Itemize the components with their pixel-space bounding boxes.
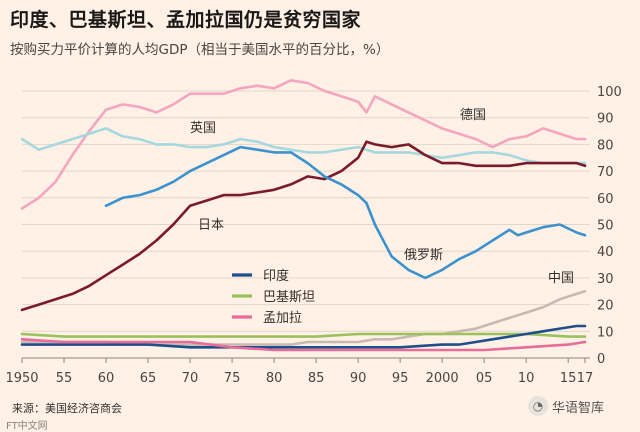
- series-line-japan: [20, 140, 587, 312]
- ytick-label-3: 30: [597, 272, 614, 287]
- xtick-label-4: 70: [182, 371, 199, 386]
- xtick-label-14: 17: [577, 371, 594, 386]
- xtick-label-8: 90: [350, 371, 367, 386]
- ytick-label-6: 60: [597, 192, 614, 207]
- xtick-label-7: 85: [308, 371, 325, 386]
- xtick-label-6: 80: [266, 371, 283, 386]
- series-line-pakistan: [20, 332, 587, 338]
- xtick-label-12: 10: [518, 371, 535, 386]
- series-label-china: 中国: [548, 271, 574, 286]
- series-line-india: [20, 324, 587, 349]
- xtick-label-10: 2000: [426, 371, 459, 386]
- xtick-label-9: 95: [392, 371, 409, 386]
- ytick-label-7: 70: [597, 165, 614, 180]
- series-line-uk: [20, 127, 587, 165]
- xtick-label-1: 55: [56, 371, 73, 386]
- ytick-label-0: 0: [597, 352, 605, 367]
- ytick-label-9: 90: [597, 112, 614, 127]
- xtick-label-2: 60: [98, 371, 115, 386]
- series-line-russia: [104, 145, 587, 280]
- ytick-label-10: 100: [597, 85, 622, 100]
- xtick-label-5: 75: [224, 371, 241, 386]
- ft-logo: FT中文网: [6, 421, 48, 432]
- xtick-label-3: 65: [140, 371, 157, 386]
- ytick-label-1: 10: [597, 325, 614, 340]
- legend-label-india: 印度: [263, 268, 289, 284]
- ytick-label-2: 20: [597, 299, 614, 314]
- series-label-russia: 俄罗斯: [404, 248, 443, 263]
- watermark-text: 华语智库: [552, 400, 605, 416]
- y-axis: 0 10 20 30 40 50 60 70 80 90 100: [597, 85, 622, 367]
- x-axis: 1950 55 60 65 70 75 80 85 90 95 2000 05 10 15 17: [5, 358, 593, 386]
- xtick-label-11: 05: [476, 371, 493, 386]
- watermark: ◔ 华语智库: [528, 396, 604, 416]
- wechat-icon: ◔: [528, 396, 548, 416]
- xtick-label-0: 1950: [5, 371, 38, 386]
- series-layer: [20, 79, 587, 352]
- chart-subtitle: 按购买力平价计算的人均GDP（相当于美国水平的百分比，%）: [10, 42, 390, 58]
- ytick-label-5: 50: [597, 219, 614, 234]
- legend-label-bangladesh: 孟加拉: [263, 311, 302, 326]
- series-label-uk: 英国: [190, 121, 216, 136]
- source-note: 来源：美国经济咨商会: [12, 402, 122, 415]
- series-line-germany: [20, 79, 587, 210]
- series-label-germany: 德国: [460, 108, 486, 123]
- grid-layer: [22, 90, 590, 359]
- ytick-label-4: 40: [597, 245, 614, 260]
- series-line-bangladesh: [20, 338, 587, 352]
- ytick-label-8: 80: [597, 138, 614, 153]
- legend-label-pakistan: 巴基斯坦: [263, 290, 315, 305]
- chart-title: 印度、巴基斯坦、孟加拉国仍是贫穷国家: [10, 9, 362, 31]
- series-label-japan: 日本: [198, 218, 224, 233]
- xtick-label-13: 15: [560, 371, 577, 386]
